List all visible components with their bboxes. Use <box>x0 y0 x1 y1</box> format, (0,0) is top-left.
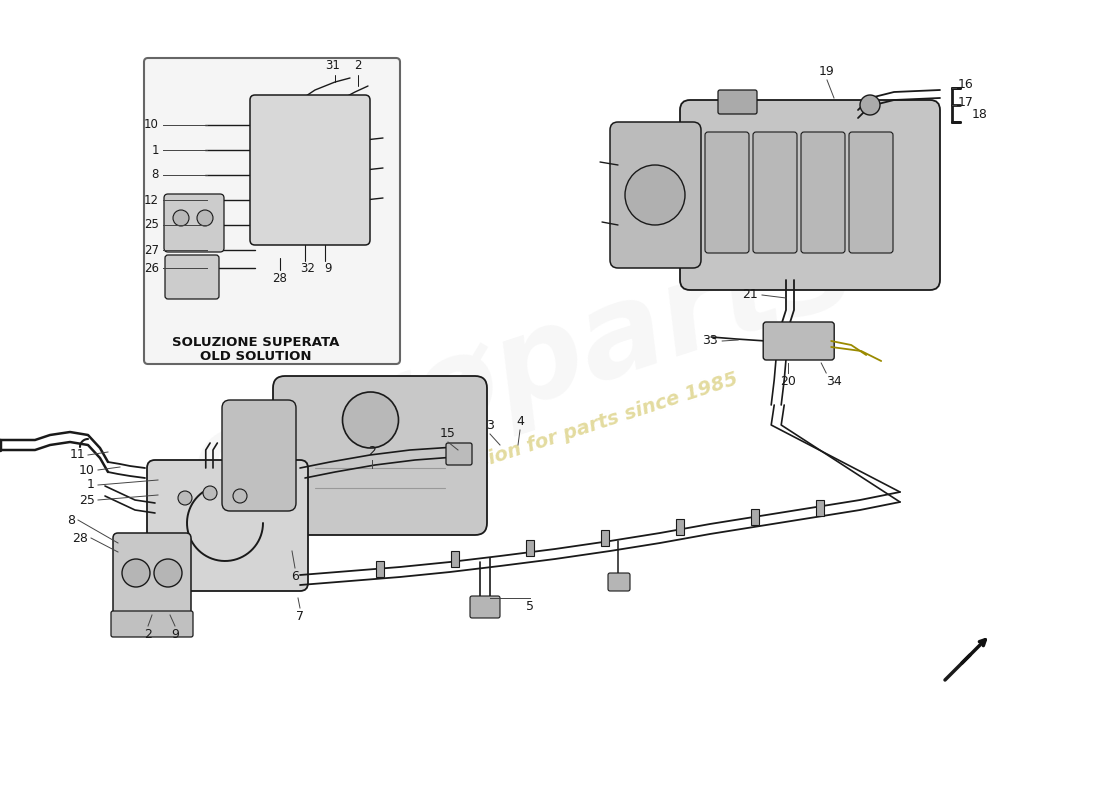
Text: 11: 11 <box>69 449 85 462</box>
FancyBboxPatch shape <box>113 533 191 618</box>
Text: 16: 16 <box>958 78 974 90</box>
Text: 6: 6 <box>292 570 299 583</box>
Text: 1: 1 <box>87 478 95 491</box>
Circle shape <box>625 165 685 225</box>
FancyBboxPatch shape <box>849 132 893 253</box>
Text: eurøparts: eurøparts <box>173 206 867 534</box>
FancyBboxPatch shape <box>147 460 308 591</box>
Circle shape <box>173 210 189 226</box>
Text: 18: 18 <box>972 109 988 122</box>
Bar <box>376 561 384 577</box>
FancyBboxPatch shape <box>470 596 500 618</box>
Text: 9: 9 <box>172 628 179 641</box>
Text: 21: 21 <box>742 289 758 302</box>
Circle shape <box>122 559 150 587</box>
Bar <box>816 500 824 516</box>
FancyBboxPatch shape <box>165 255 219 299</box>
Text: 7: 7 <box>296 610 304 623</box>
FancyBboxPatch shape <box>763 322 834 360</box>
Text: 5: 5 <box>526 600 534 613</box>
Bar <box>751 509 759 525</box>
Text: 1: 1 <box>152 143 160 157</box>
Text: 25: 25 <box>79 494 95 506</box>
Text: 32: 32 <box>300 262 316 275</box>
FancyBboxPatch shape <box>610 122 701 268</box>
Text: 10: 10 <box>79 463 95 477</box>
Circle shape <box>154 559 182 587</box>
Text: 19: 19 <box>820 65 835 78</box>
Text: 34: 34 <box>826 375 843 388</box>
Text: SOLUZIONE SUPERATA: SOLUZIONE SUPERATA <box>173 335 340 349</box>
Text: 8: 8 <box>152 169 160 182</box>
FancyBboxPatch shape <box>250 95 370 245</box>
Bar <box>451 550 459 566</box>
Circle shape <box>233 489 248 503</box>
FancyBboxPatch shape <box>718 90 757 114</box>
Circle shape <box>178 491 192 505</box>
Text: 17: 17 <box>958 95 974 109</box>
FancyBboxPatch shape <box>446 443 472 465</box>
FancyBboxPatch shape <box>164 194 224 252</box>
FancyBboxPatch shape <box>801 132 845 253</box>
Text: 25: 25 <box>144 218 159 231</box>
Text: 8: 8 <box>67 514 75 526</box>
Text: 2: 2 <box>368 445 376 458</box>
Bar <box>676 519 684 535</box>
FancyBboxPatch shape <box>705 132 749 253</box>
FancyBboxPatch shape <box>754 132 798 253</box>
Text: 4: 4 <box>516 415 524 428</box>
Text: 20: 20 <box>780 375 796 388</box>
Text: 27: 27 <box>144 243 159 257</box>
Text: 12: 12 <box>144 194 159 206</box>
Text: 3: 3 <box>486 419 494 432</box>
Text: 9: 9 <box>324 262 332 275</box>
Text: 28: 28 <box>273 272 287 285</box>
FancyBboxPatch shape <box>680 100 940 290</box>
Text: 26: 26 <box>144 262 159 274</box>
Circle shape <box>342 392 398 448</box>
Circle shape <box>860 95 880 115</box>
Circle shape <box>204 486 217 500</box>
FancyBboxPatch shape <box>608 573 630 591</box>
Text: 10: 10 <box>144 118 159 131</box>
Circle shape <box>197 210 213 226</box>
Bar <box>601 530 609 546</box>
Text: OLD SOLUTION: OLD SOLUTION <box>200 350 311 362</box>
Text: a passion for parts since 1985: a passion for parts since 1985 <box>419 370 740 490</box>
Text: 2: 2 <box>144 628 152 641</box>
Text: 33: 33 <box>703 334 718 347</box>
FancyBboxPatch shape <box>273 376 487 535</box>
Bar <box>526 540 534 556</box>
FancyBboxPatch shape <box>222 400 296 511</box>
Text: 28: 28 <box>73 531 88 545</box>
Text: 15: 15 <box>440 427 455 440</box>
FancyBboxPatch shape <box>111 611 192 637</box>
Text: 31: 31 <box>326 59 340 72</box>
FancyBboxPatch shape <box>144 58 400 364</box>
Text: 2: 2 <box>354 59 362 72</box>
